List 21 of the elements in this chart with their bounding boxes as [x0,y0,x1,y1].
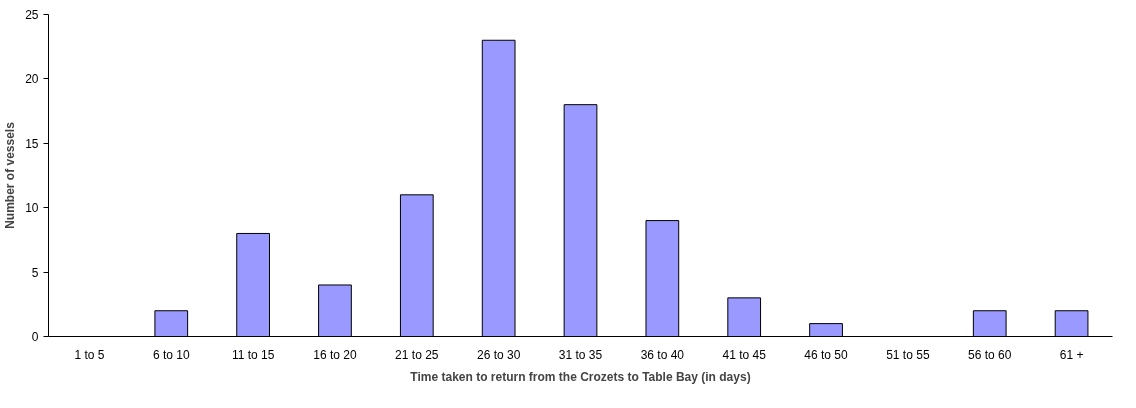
x-tick-label: 26 to 30 [476,347,521,362]
y-axis-title: Number of vessels [3,121,18,229]
x-tick-label: 61 + [1059,347,1084,362]
x-tick-label: 11 to 15 [231,347,275,362]
y-tick-label: 25 [25,8,39,22]
x-tick-label: 51 to 55 [886,347,930,362]
x-tick-label: 1 to 5 [74,347,105,362]
y-tick-label: 0 [31,330,39,344]
x-tick-label: 21 to 25 [395,347,439,362]
y-tick-label: 20 [25,72,39,87]
y-tick-label: 10 [25,201,39,216]
x-tick-label: 46 to 50 [804,347,849,362]
x-tick-label: 16 to 20 [313,347,357,362]
x-tick-label: 41 to 45 [722,347,767,362]
x-tick-label: 36 to 40 [640,347,685,362]
y-tick-label: 5 [31,265,39,280]
x-tick-label: 6 to 10 [152,347,190,362]
x-tick-label: 56 to 60 [968,347,1012,362]
x-axis-title: Time taken to return from the Crozets to Table Bay (in days) [410,369,751,384]
y-tick-label: 15 [25,136,39,151]
x-tick-label: 31 to 35 [558,347,603,362]
